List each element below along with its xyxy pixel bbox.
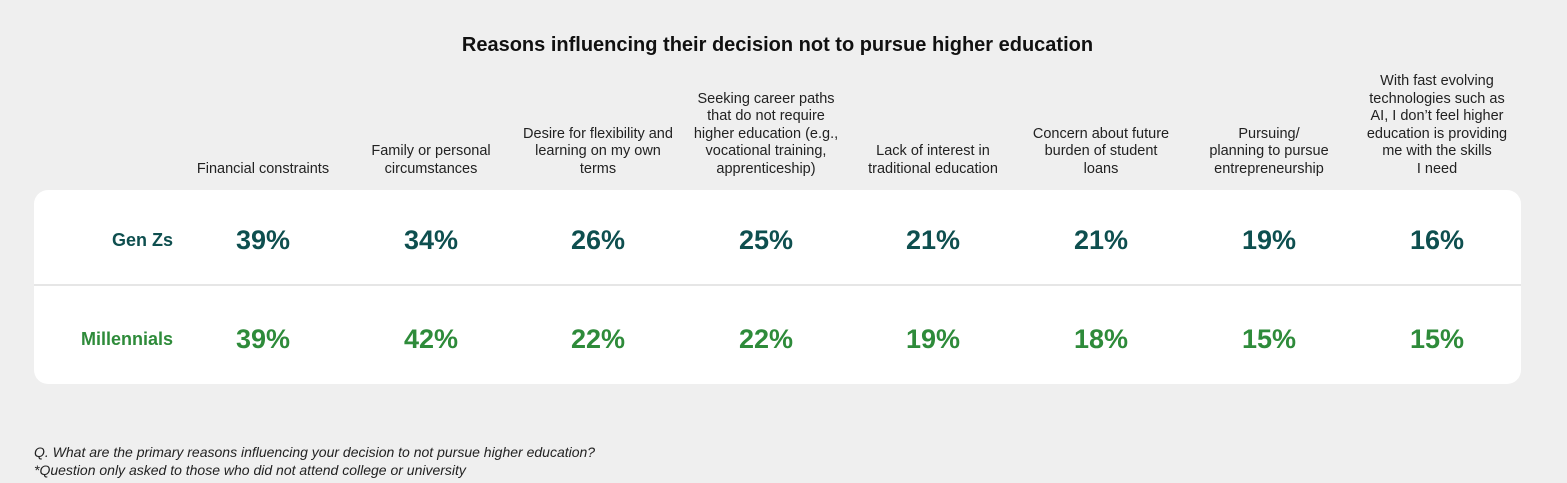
column-header-line: planning to pursue bbox=[1209, 143, 1329, 159]
data-cell: 39% bbox=[235, 324, 291, 354]
column-header: Lack of interest in traditional education bbox=[853, 143, 1013, 178]
column-header-line: Family or personal bbox=[371, 143, 491, 159]
column-header: Seeking career paths that do not require h… bbox=[686, 91, 846, 179]
row-label: Millennials bbox=[80, 329, 173, 349]
table-row: Gen Zs 39% 34% 26% 25% 21% 21% 19% 16% bbox=[0, 220, 1567, 260]
column-header: Desire for flexibility and learning on my… bbox=[518, 126, 678, 179]
column-header-line: Concern about future bbox=[1032, 125, 1170, 142]
column-header-line: technologies such as bbox=[1369, 90, 1505, 107]
column-header-line: AI, I don’t feel higher bbox=[1370, 108, 1504, 124]
row-label: Gen Zs bbox=[111, 230, 173, 250]
column-header-line: traditional education bbox=[868, 160, 998, 177]
column-header-line: learning on my own bbox=[535, 143, 661, 159]
data-panel bbox=[34, 190, 1521, 384]
data-cell: 16% bbox=[1409, 225, 1465, 255]
data-cell: 22% bbox=[738, 324, 794, 354]
column-header-line: entrepreneurship bbox=[1214, 160, 1324, 177]
chart-title: Reasons influencing their decision not t… bbox=[461, 34, 1094, 56]
data-cell: 19% bbox=[905, 324, 961, 354]
column-header-line: Financial constraints bbox=[196, 160, 330, 177]
data-cell: 21% bbox=[1073, 225, 1129, 255]
footnote: Q. What are the primary reasons influenc… bbox=[34, 443, 595, 479]
column-header-line: Lack of interest in bbox=[876, 143, 990, 159]
column-header-line: circumstances bbox=[384, 160, 478, 177]
footnote-question: Q. What are the primary reasons influenc… bbox=[34, 444, 596, 460]
row-divider bbox=[34, 284, 1521, 286]
column-header-line: loans bbox=[1083, 160, 1119, 177]
data-cell: 15% bbox=[1241, 324, 1297, 354]
data-cell: 25% bbox=[738, 225, 794, 255]
data-cell: 22% bbox=[570, 324, 626, 354]
data-cell: 39% bbox=[235, 225, 291, 255]
column-headers: Financial constraints Family or personal c… bbox=[0, 70, 1567, 178]
data-cell: 18% bbox=[1073, 324, 1129, 354]
data-cell: 19% bbox=[1241, 225, 1297, 255]
column-header-line: higher education (e.g., bbox=[693, 125, 839, 142]
column-header-line: With fast evolving bbox=[1380, 73, 1494, 89]
column-header-line: Desire for flexibility and bbox=[523, 125, 673, 142]
column-header-line: vocational training, bbox=[705, 143, 827, 159]
column-header: Financial constraints bbox=[183, 161, 343, 179]
data-cell: 15% bbox=[1409, 324, 1465, 354]
column-header: Pursuing/planning to pursue entrepreneurs… bbox=[1189, 126, 1349, 179]
column-header: Family or personal circumstances bbox=[351, 143, 511, 178]
column-header-line: terms bbox=[579, 160, 617, 177]
footnote-note: *Question only asked to those who did no… bbox=[34, 462, 466, 478]
column-header-line: me with the skills bbox=[1382, 143, 1492, 159]
column-header-line: education is providing bbox=[1366, 125, 1508, 142]
data-cell: 26% bbox=[570, 225, 626, 255]
data-cell: 34% bbox=[403, 225, 459, 255]
column-header-line: I need bbox=[1416, 160, 1458, 177]
column-header-line: burden of student bbox=[1044, 143, 1158, 159]
column-header: Concern about future burden of student loa… bbox=[1021, 126, 1181, 179]
column-header-line: Pursuing/ bbox=[1238, 125, 1300, 142]
table-row: Millennials 39% 42% 22% 22% 19% 18% 15% 15% bbox=[0, 319, 1567, 359]
column-header-line: apprenticeship) bbox=[716, 160, 816, 177]
column-header: With fast evolving technologies such as AI… bbox=[1357, 73, 1517, 178]
data-cell: 42% bbox=[403, 324, 459, 354]
column-header-line: Seeking career paths bbox=[697, 90, 835, 107]
data-cell: 21% bbox=[905, 225, 961, 255]
column-header-line: that do not require bbox=[707, 108, 825, 124]
